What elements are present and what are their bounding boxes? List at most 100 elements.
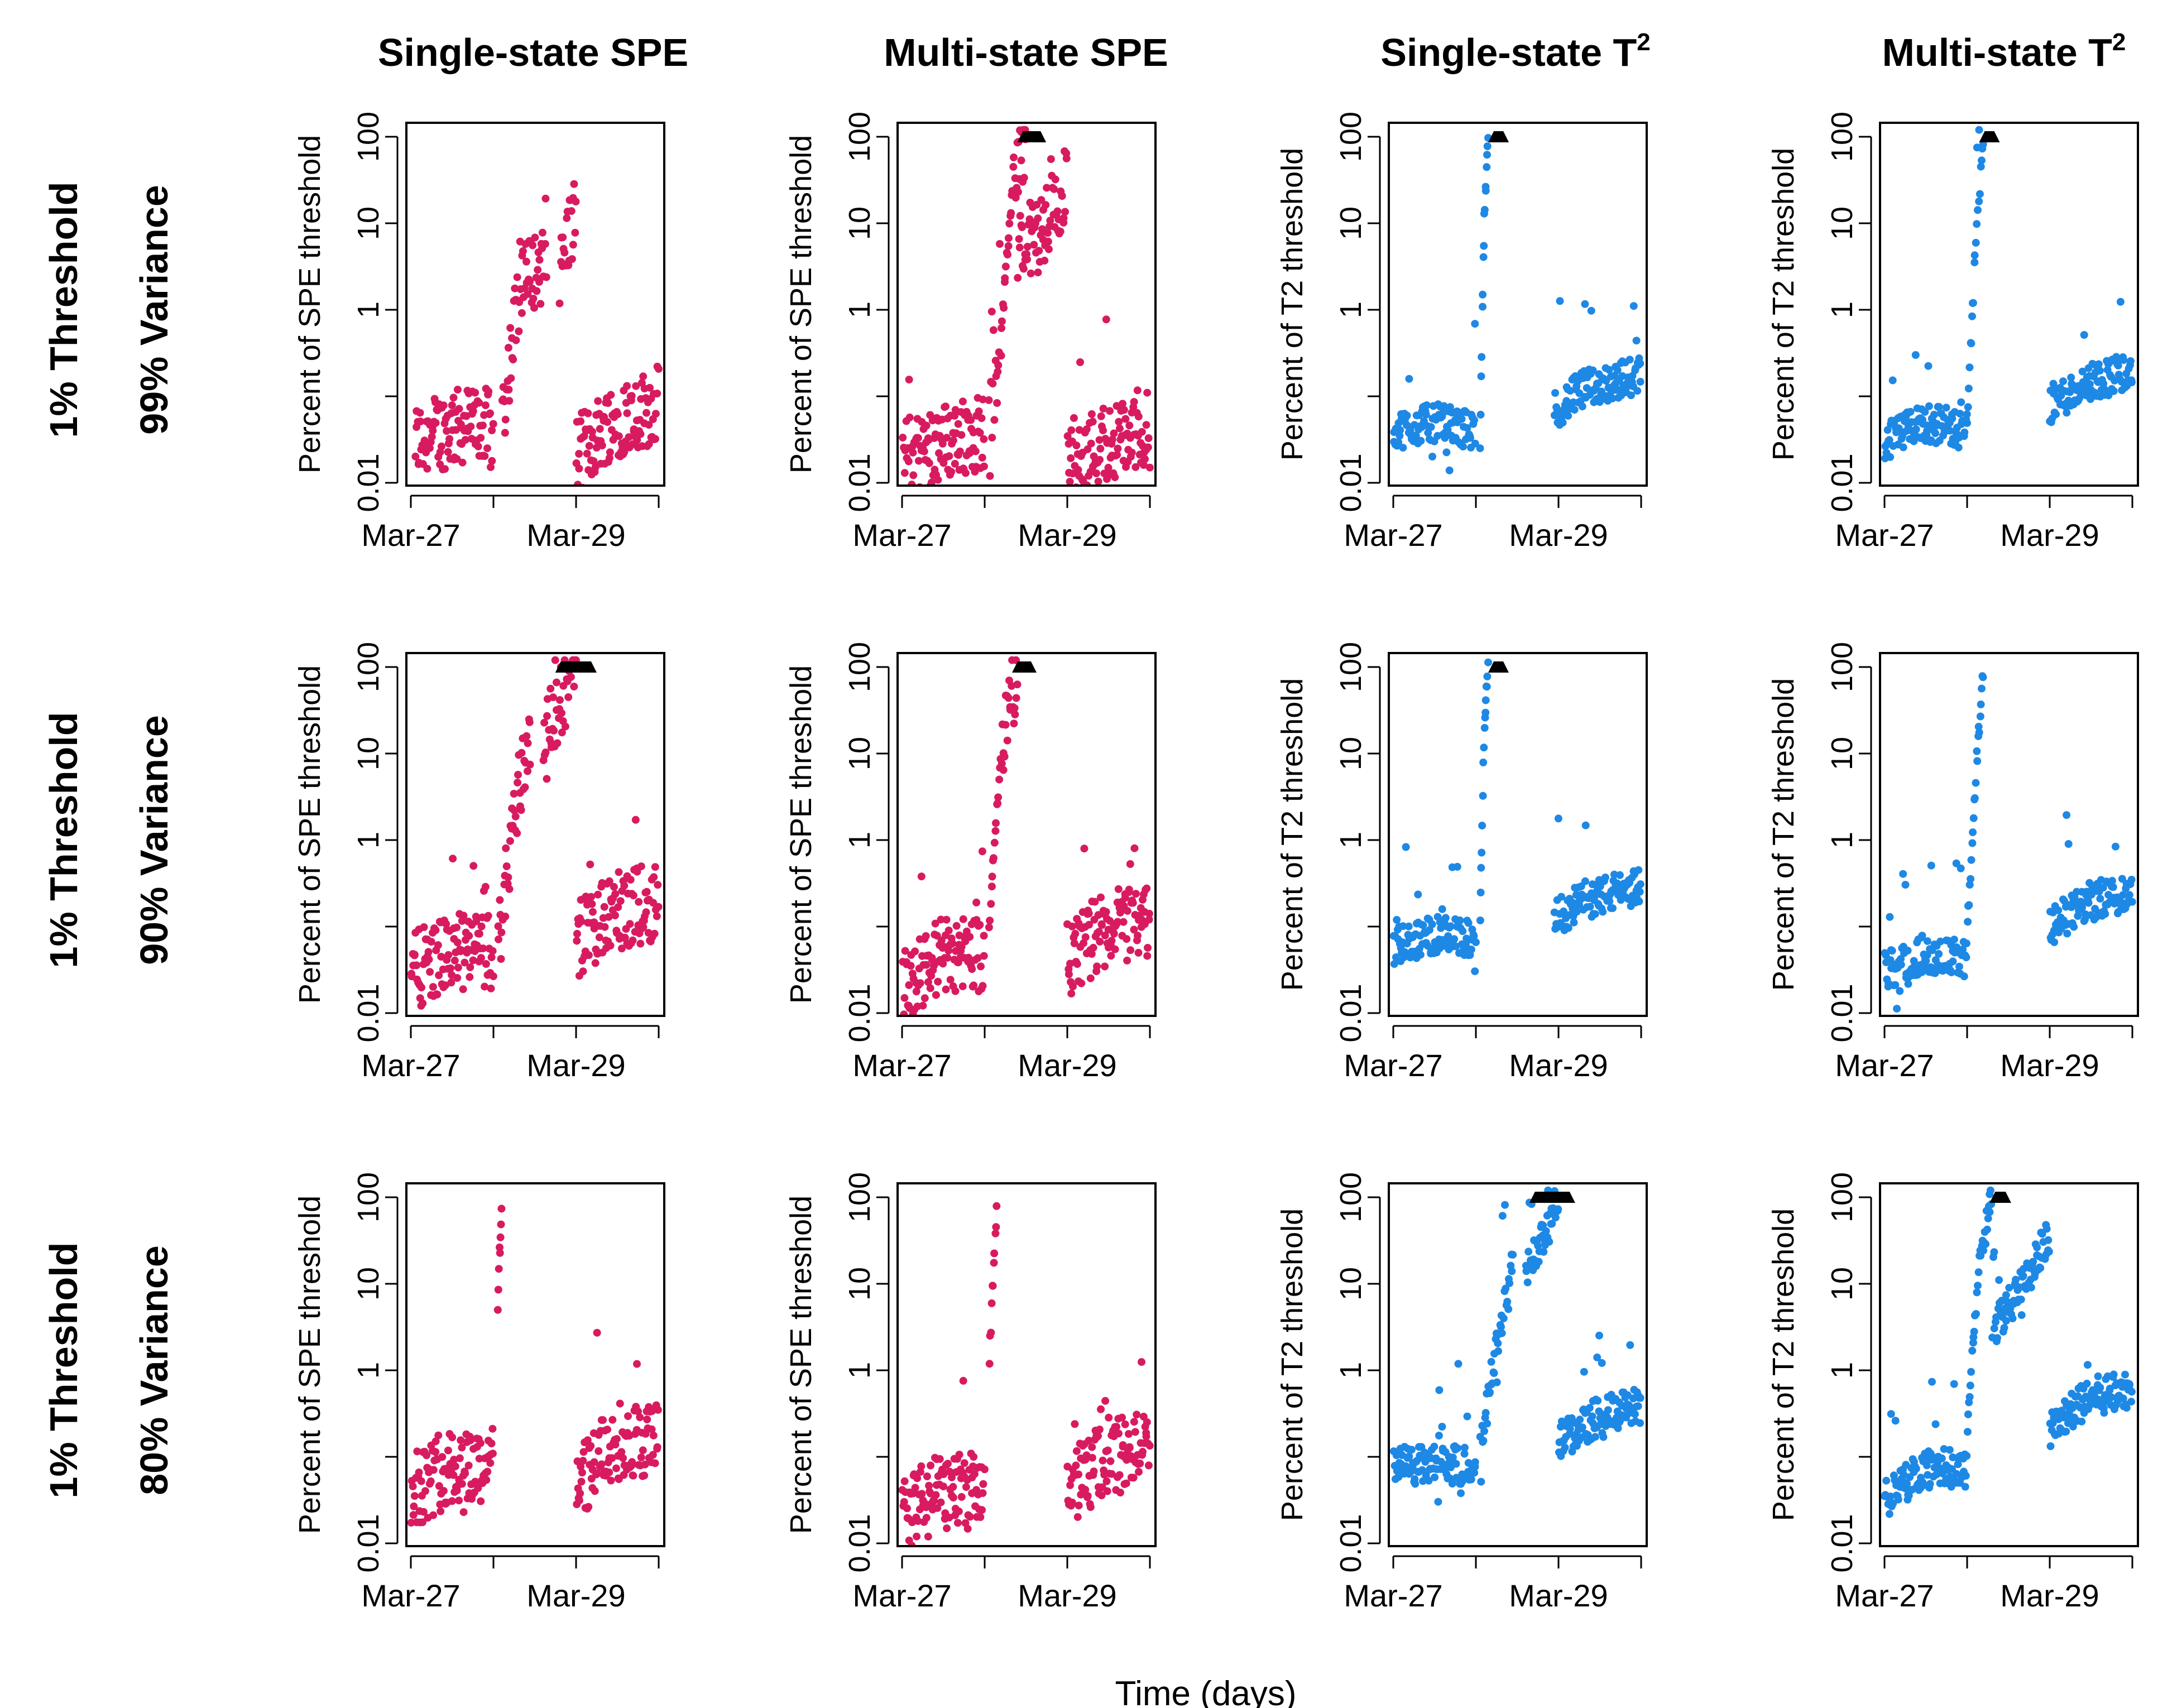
data-point [1960,972,1968,981]
data-point [1016,212,1024,220]
data-point [1899,443,1907,452]
data-point [1422,410,1430,419]
data-point [533,287,541,295]
data-point [1963,410,1971,419]
data-point [459,911,468,920]
data-point [1454,1444,1462,1452]
data-point [899,434,907,442]
data-point [997,352,1005,360]
data-point [646,383,654,392]
data-point [1110,929,1118,938]
data-point [629,936,637,944]
data-point [481,982,489,991]
data-point [621,933,629,942]
data-point [507,374,515,382]
data-point [546,684,555,693]
data-point [1445,466,1454,474]
data-point [2052,410,2060,419]
data-point [2045,1248,2053,1256]
data-point [1145,1442,1154,1450]
data-point [1459,443,1467,451]
saturation-marker [1979,131,2000,142]
data-point [641,1460,649,1469]
data-points [407,1205,662,1527]
data-point [1931,1420,1940,1428]
data-point [1975,190,1984,198]
data-point [1053,207,1062,215]
y-tick-label: 1 [352,832,385,848]
data-point [1131,463,1140,471]
data-point [974,954,982,962]
y-tick-label: 0.01 [352,983,385,1042]
data-point [905,376,913,384]
data-point [2059,377,2067,386]
data-point [575,1496,583,1505]
data-point [1133,1410,1141,1419]
data-point [448,401,456,410]
y-tick-label: 10 [1825,737,1859,770]
data-point [1416,951,1425,959]
data-point [1540,1248,1548,1256]
data-point [1138,428,1146,436]
data-point [1481,696,1490,704]
y-tick-label: 1 [1334,1362,1368,1379]
data-point [2109,387,2118,395]
data-point [504,873,512,881]
data-point [1561,1443,1569,1452]
data-point [1564,411,1572,420]
data-point [1411,1480,1420,1488]
saturation-marker [555,661,597,673]
data-point [1114,885,1123,893]
data-point [1430,1442,1438,1451]
data-point [1471,1458,1479,1466]
data-points [1390,134,1644,474]
data-point [1394,438,1403,447]
data-point [593,1469,602,1477]
data-point [1896,987,1904,995]
data-point [1099,426,1107,435]
data-point [1463,1412,1471,1421]
data-point [1912,425,1920,434]
data-point [1123,906,1131,915]
data-point [489,972,497,981]
data-point [987,900,995,908]
data-point [1467,946,1475,954]
data-point [1545,1237,1553,1246]
data-point [1581,877,1589,885]
data-point [945,452,953,460]
data-point [411,452,420,460]
data-point [604,399,612,407]
data-point [600,903,608,911]
data-point [469,407,477,415]
data-point [530,304,538,312]
data-point [1903,947,1912,954]
data-point [2000,1324,2008,1332]
data-point [2101,910,2109,918]
data-point [488,947,497,955]
data-point [493,1306,502,1314]
data-point [1442,448,1451,457]
data-point [488,1424,497,1433]
data-point [994,799,1002,808]
data-point [989,326,998,334]
data-point [2069,1422,2077,1431]
data-point [2042,1225,2051,1233]
data-point [474,442,482,450]
data-point [936,1455,944,1463]
data-point [496,1233,505,1241]
data-point [494,922,502,930]
data-point [2122,1404,2131,1412]
data-point [935,449,943,457]
data-point [1061,208,1069,216]
data-point [1986,1208,1994,1216]
data-point [949,436,957,444]
data-point [410,1502,418,1510]
data-point [1993,1334,2001,1342]
data-point [1119,400,1126,408]
data-point [1412,431,1420,440]
data-point [1566,1424,1574,1433]
data-point [413,1447,421,1456]
data-point [614,903,622,911]
row-variance-label: 90% Variance [132,715,176,965]
data-point [620,881,629,890]
